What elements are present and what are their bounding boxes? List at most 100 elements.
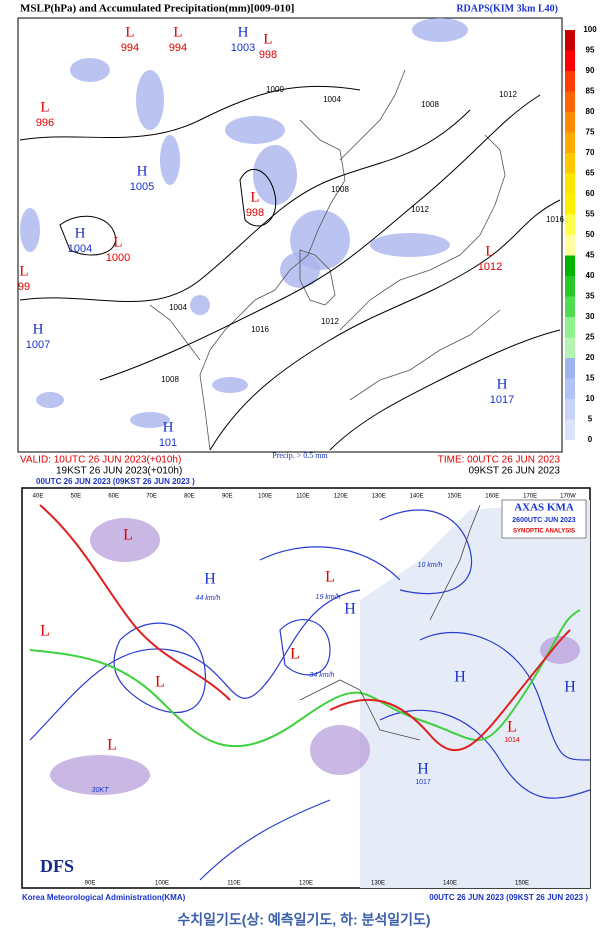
precip-area <box>36 392 64 408</box>
isobar <box>19 109 471 302</box>
coastline <box>299 504 481 741</box>
colorbar-segment <box>565 214 575 235</box>
isobar <box>59 215 116 256</box>
time-kst: 09KST 26 JUN 2023 <box>468 466 560 477</box>
pressure-center-letter: L <box>250 189 259 205</box>
isobar-label: 1012 <box>321 317 339 326</box>
isobar <box>329 329 561 451</box>
isobar-label: 1012 <box>411 205 429 214</box>
pressure-center-letter: H <box>344 601 356 618</box>
colorbar-label: 55 <box>586 210 595 219</box>
colorbar-label: 10 <box>586 394 595 403</box>
longitude-label: 40E <box>33 494 44 500</box>
pressure-center-letter: H <box>33 321 44 337</box>
colorbar-label: 60 <box>586 189 595 198</box>
pressure-center-value: 1000 <box>106 252 130 264</box>
pressure-center-letter: H <box>497 376 508 392</box>
colorbar-segment <box>565 91 575 112</box>
isobar <box>209 199 561 451</box>
isobar <box>419 632 591 761</box>
colorbar-segment <box>565 50 575 71</box>
pressure-center-letter: H <box>75 225 86 241</box>
pressure-center-letter: L <box>123 527 133 544</box>
isobar-label: 1012 <box>499 90 517 99</box>
warm-front <box>329 629 571 752</box>
pressure-center-value: 994 <box>169 42 187 54</box>
colorbar-segment <box>565 194 575 215</box>
precip-note: Precip. > 0.5 mm <box>272 451 328 460</box>
longitude-label: 110E <box>227 881 241 887</box>
coastline <box>299 249 336 306</box>
colorbar-label: 20 <box>586 353 595 362</box>
longitude-label: 170W <box>560 494 576 500</box>
colorbar-segment <box>565 276 575 297</box>
precip-area <box>412 18 468 42</box>
precip-area <box>212 377 248 393</box>
colorbar-label: 100 <box>583 25 597 34</box>
isobar <box>239 168 277 227</box>
colorbar-segment <box>565 255 575 276</box>
colorbar-label: 95 <box>586 46 595 55</box>
longitude-label: 70E <box>146 494 157 500</box>
colorbar-label: 80 <box>586 107 595 116</box>
coastline <box>339 134 506 331</box>
analysis-label: SYNOPTIC ANALYSIS <box>513 529 575 535</box>
pressure-center-value: 998 <box>259 49 277 61</box>
colorbar-segment <box>565 378 575 399</box>
pressure-center-letter: L <box>290 646 300 663</box>
pressure-center-value: 1014 <box>504 737 520 744</box>
colorbar-label: 35 <box>586 292 595 301</box>
precip-area <box>130 412 170 428</box>
longitude-label: 130E <box>372 494 386 500</box>
colorbar-label: 0 <box>588 435 593 444</box>
legend-box <box>501 499 587 539</box>
isobar <box>259 546 401 581</box>
coastline <box>349 309 501 401</box>
isobar-label: 1004 <box>323 95 341 104</box>
pressure-center-letter: H <box>163 419 174 435</box>
run-time: 2600UTC JUN 2023 <box>512 517 576 524</box>
pressure-center-letter: L <box>107 737 117 754</box>
isobar-label: 1004 <box>169 303 187 312</box>
longitude-label: 160E <box>485 494 499 500</box>
colorbar-label: 50 <box>586 230 595 239</box>
pressure-center-value: 1004 <box>68 243 92 255</box>
bottom-header: 00UTC 26 JUN 2023 (09KST 26 JUN 2023 ) <box>36 477 195 486</box>
precip-area <box>370 233 450 257</box>
longitude-label: 150E <box>515 881 529 887</box>
precip-area <box>70 58 110 82</box>
colorbar-label: 30 <box>586 312 595 321</box>
colorbar-segment <box>565 317 575 338</box>
pressure-center-letter: L <box>125 24 134 40</box>
pressure-center-letter: L <box>173 24 182 40</box>
longitude-label: 170E <box>523 494 537 500</box>
colorbar-segment <box>565 132 575 153</box>
isobar <box>199 799 331 881</box>
colorbar-label: 25 <box>586 333 595 342</box>
longitude-label: 90E <box>222 494 233 500</box>
colorbar-segment <box>565 337 575 358</box>
colorbar-label: 65 <box>586 169 595 178</box>
precip-area <box>20 208 40 252</box>
colorbar-segment <box>565 399 575 420</box>
pressure-center-value: 1017 <box>490 394 514 406</box>
wind-label: 30KT <box>92 787 109 794</box>
isobar <box>113 622 206 714</box>
coastline <box>339 69 406 161</box>
pressure-center-letter: L <box>325 569 335 586</box>
longitude-label: 140E <box>443 881 457 887</box>
colorbar-label: 75 <box>586 128 595 137</box>
pressure-center-value: 1012 <box>478 261 502 273</box>
precip-area <box>50 755 150 795</box>
longitude-label: 100E <box>258 494 272 500</box>
colorbar-label: 85 <box>586 87 595 96</box>
pressure-center-letter: L <box>155 674 165 691</box>
pressure-center-value: 99 <box>18 281 30 293</box>
pressure-center-letter: L <box>263 31 272 47</box>
footer-left: Korea Meteorological Administration(KMA) <box>22 893 186 902</box>
colorbar-segment <box>565 419 575 440</box>
colorbar-label: 90 <box>586 66 595 75</box>
pressure-center-letter: L <box>19 263 28 279</box>
agency: AXAS KMA <box>514 502 574 514</box>
